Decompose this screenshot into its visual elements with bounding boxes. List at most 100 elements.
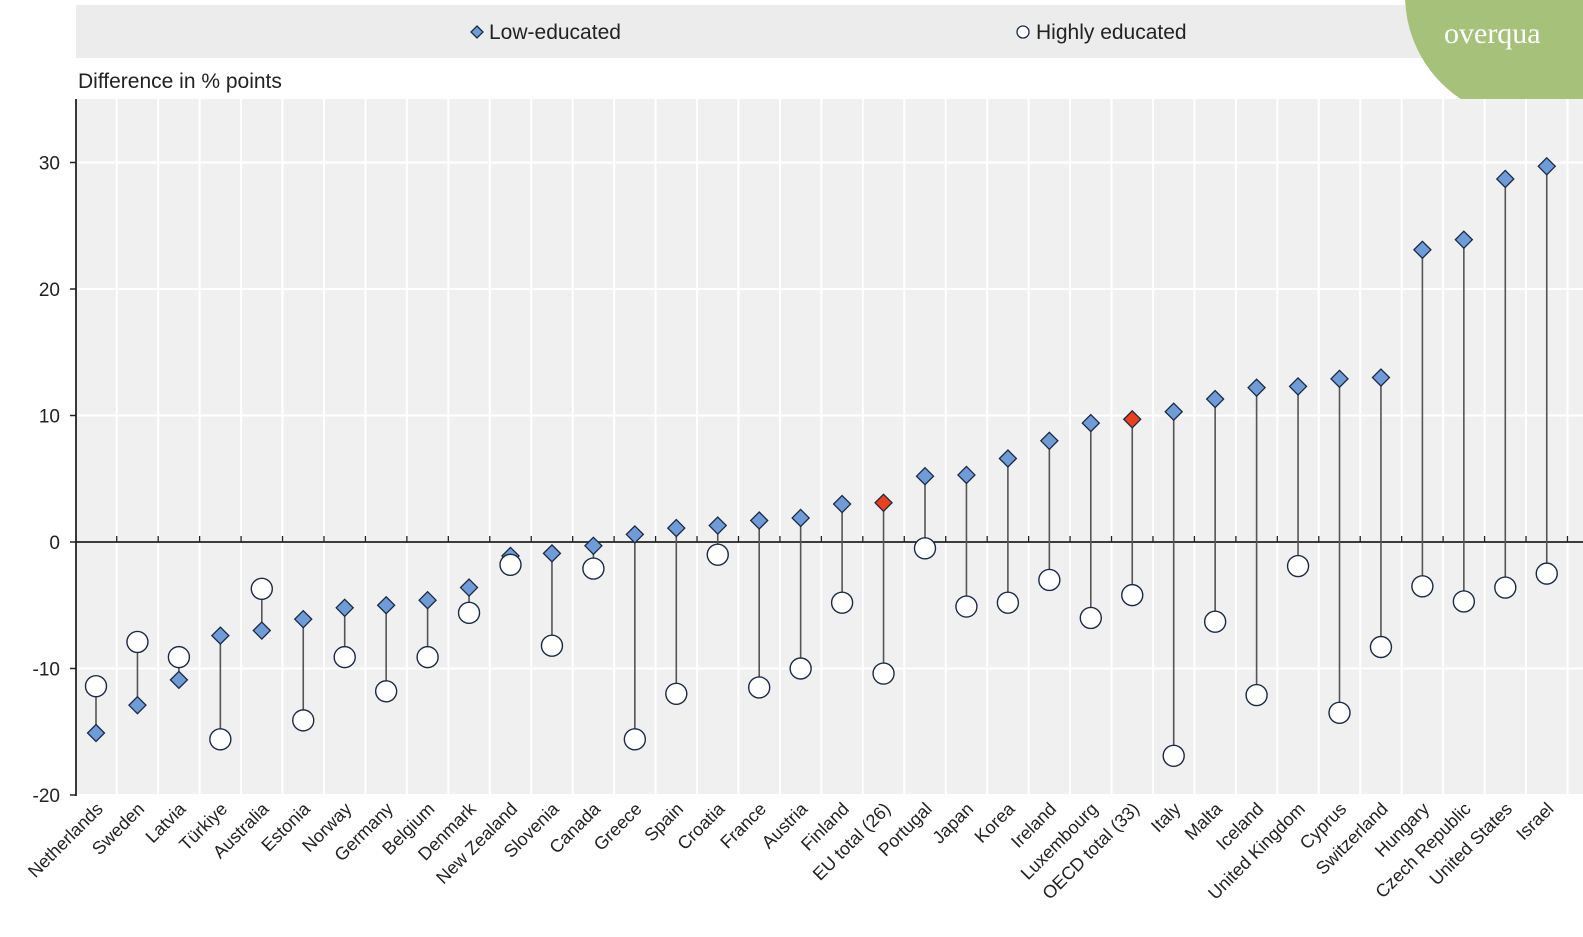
high-point-france (748, 676, 771, 699)
low-point-luxembourg (1081, 413, 1101, 433)
y-tick-label: 0 (49, 533, 60, 554)
low-point-oecd-total-33 (1122, 409, 1142, 429)
category-label-france: France (716, 799, 770, 853)
high-point-netherlands (84, 675, 108, 698)
low-point-france (749, 511, 769, 530)
high-point-iceland (1245, 683, 1268, 707)
low-point-croatia (708, 516, 728, 535)
high-point-latvia (167, 645, 191, 669)
low-point-italy (1164, 402, 1184, 422)
low-point-spain (666, 518, 686, 538)
high-point-germany (374, 680, 398, 703)
legend-band (76, 5, 1583, 58)
y-tick-label: 20 (39, 280, 60, 301)
low-point-israel (1537, 156, 1557, 176)
high-point-united-kingdom (1286, 554, 1310, 578)
low-point-ireland (1039, 431, 1059, 451)
high-point-cyprus (1328, 701, 1351, 724)
low-point-finland (832, 494, 852, 514)
circle-icon (1016, 25, 1030, 39)
y-tick-label: -20 (33, 786, 60, 807)
high-point-luxembourg (1079, 606, 1103, 630)
low-point-denmark (459, 578, 479, 597)
plot-area (76, 99, 1583, 796)
badge-text: overqua (1444, 17, 1541, 50)
badge-circle (1405, 0, 1583, 120)
low-point-united-states (1495, 169, 1515, 189)
low-point-sweden (128, 695, 147, 715)
high-point-switzerland (1369, 635, 1393, 659)
high-point-spain (665, 682, 688, 705)
high-point-australia (250, 577, 273, 601)
high-point-greece (623, 728, 647, 751)
legend: Low-educated Highly educated (470, 21, 1187, 44)
high-point-austria (789, 657, 812, 680)
low-point-latvia (169, 670, 189, 690)
low-point-slovenia (542, 543, 562, 563)
category-label-italy: Italy (1147, 799, 1184, 836)
connectors (95, 166, 1548, 756)
high-point-hungary (1411, 575, 1434, 598)
high-point-denmark (457, 601, 481, 625)
high-point-czech-republic (1452, 590, 1476, 613)
zero-line (76, 536, 1583, 543)
low-point-netherlands (86, 723, 106, 743)
low-educated-series (86, 156, 1557, 743)
low-point-japan (957, 465, 976, 485)
high-point-norway (333, 645, 356, 669)
legend-item-low-educated: Low-educated (470, 21, 621, 44)
legend-item-highly-educated: Highly educated (1016, 21, 1187, 44)
high-point-israel (1535, 562, 1558, 585)
low-point-eu-total-26 (874, 493, 893, 513)
legend-label-low: Low-educated (489, 21, 621, 44)
category-label-croatia: Croatia (673, 798, 729, 854)
high-point-malta (1203, 610, 1227, 633)
low-point-czech-republic (1454, 230, 1474, 250)
low-point-portugal (915, 466, 935, 486)
low-point-belgium (418, 590, 438, 610)
category-label-israel: Israel (1512, 799, 1557, 844)
high-point-t-rkiye (209, 728, 232, 751)
low-point-iceland (1247, 378, 1267, 398)
low-point-greece (625, 524, 645, 544)
low-point-estonia (293, 609, 313, 629)
high-point-slovenia (540, 634, 564, 657)
high-point-finland (830, 591, 854, 614)
high-point-italy (1162, 744, 1185, 767)
low-point-austria (791, 508, 811, 528)
high-point-eu-total-26 (872, 662, 895, 685)
low-point-t-rkiye (210, 626, 230, 646)
high-point-oecd-total-33 (1121, 583, 1144, 607)
low-point-hungary (1412, 240, 1432, 260)
high-point-korea (996, 591, 1020, 614)
low-point-united-kingdom (1288, 376, 1308, 396)
high-point-estonia (292, 709, 315, 732)
high-point-japan (955, 595, 978, 618)
low-point-cyprus (1330, 369, 1349, 389)
high-point-new-zealand (499, 553, 522, 576)
y-axis: 30 20 10 0 -10 -20 (33, 99, 77, 807)
high-point-belgium (416, 645, 439, 669)
low-point-korea (998, 449, 1018, 468)
low-point-switzerland (1371, 368, 1391, 387)
low-point-germany (376, 595, 396, 615)
low-point-canada (583, 536, 603, 556)
high-point-ireland (1038, 568, 1061, 592)
legend-label-high: Highly educated (1036, 21, 1187, 44)
high-point-croatia (706, 543, 729, 566)
corner-badge: overqua (1405, 0, 1583, 120)
gridlines (76, 99, 1583, 796)
y-axis-title: Difference in % points (78, 70, 282, 93)
high-point-portugal (913, 537, 937, 560)
high-point-canada (582, 557, 605, 580)
high-point-united-states (1494, 576, 1517, 599)
y-tick-label: 30 (39, 154, 60, 175)
high-point-sweden (126, 630, 149, 654)
y-tick-label: 10 (39, 407, 60, 428)
y-tick-label: -10 (33, 660, 60, 681)
low-point-malta (1205, 389, 1225, 409)
category-label-japan: Japan (928, 799, 977, 848)
diamond-icon (470, 25, 484, 39)
low-point-australia (252, 621, 272, 640)
